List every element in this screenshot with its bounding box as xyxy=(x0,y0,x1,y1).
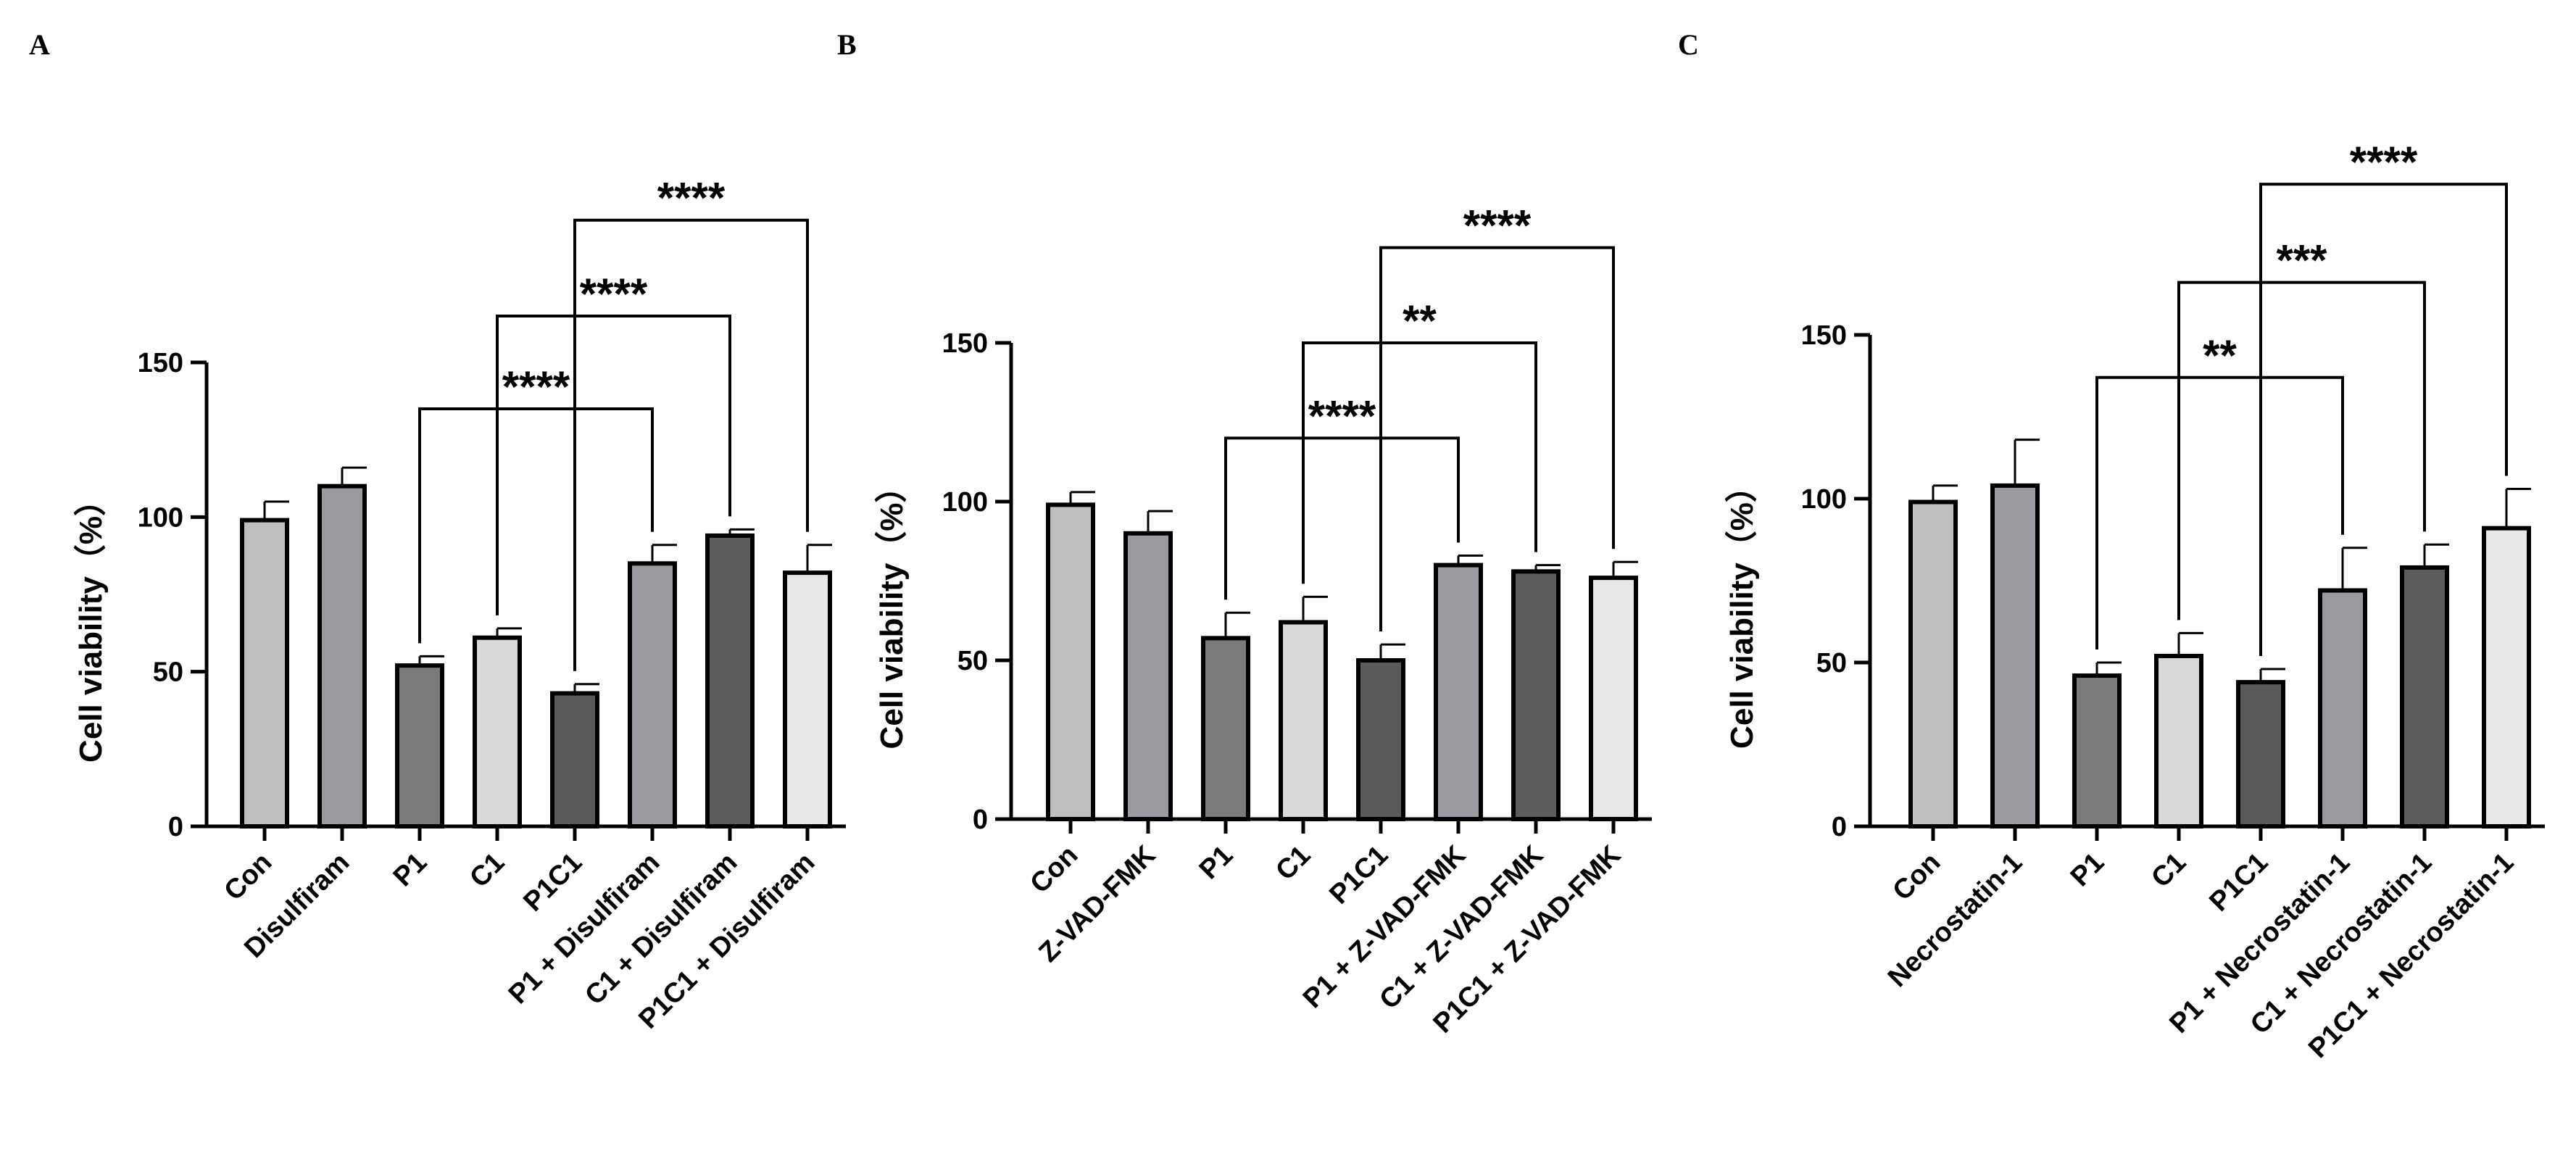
bar xyxy=(473,635,522,829)
bar xyxy=(628,561,677,829)
bar xyxy=(2154,653,2203,829)
category-label: C1 xyxy=(1270,840,1316,887)
bar xyxy=(240,518,289,829)
y-tick-label: 150 xyxy=(942,328,988,359)
bar xyxy=(1201,636,1250,822)
bar xyxy=(550,691,599,829)
bar xyxy=(705,533,755,829)
bar xyxy=(2400,565,2449,829)
y-tick-label: 100 xyxy=(1801,484,1847,515)
bar xyxy=(1046,502,1095,821)
significance-label: ** xyxy=(2203,331,2237,380)
bar xyxy=(395,663,444,829)
category-label: Con xyxy=(1887,847,1946,907)
y-tick-label: 50 xyxy=(153,657,183,688)
y-tick-label: 100 xyxy=(942,487,988,518)
bar xyxy=(1279,620,1328,821)
category-label: P1C1 xyxy=(518,847,588,918)
significance-label: **** xyxy=(502,362,570,411)
y-tick-label: 50 xyxy=(957,646,988,676)
bar xyxy=(1123,531,1173,821)
y-tick-label: 150 xyxy=(1801,320,1847,351)
significance-label: **** xyxy=(1308,391,1376,440)
bar xyxy=(2318,588,2367,829)
significance-bracket xyxy=(496,315,731,615)
significance-bracket xyxy=(1224,436,1460,600)
significance-bracket xyxy=(1302,341,1537,584)
bar xyxy=(2072,673,2122,829)
significance-bracket xyxy=(573,218,809,671)
bar xyxy=(1990,483,2040,829)
bar xyxy=(2482,526,2531,829)
significance-bracket xyxy=(2095,375,2344,649)
bar xyxy=(1356,658,1405,821)
y-tick-label: 0 xyxy=(168,812,183,842)
y-axis-title: Cell viability（%） xyxy=(73,484,109,763)
significance-label: **** xyxy=(1463,202,1532,250)
bar xyxy=(1908,499,1958,829)
y-tick-label: 150 xyxy=(138,348,183,378)
panel-letter: C xyxy=(1678,28,1699,61)
significance-label: **** xyxy=(657,174,726,223)
y-tick-label: 0 xyxy=(1832,812,1847,842)
category-label: P1 xyxy=(388,847,433,893)
significance-label: **** xyxy=(2350,138,2418,186)
bar xyxy=(783,570,832,829)
bar xyxy=(1511,569,1561,821)
y-axis-title: Cell viability（%） xyxy=(874,471,910,750)
significance-bracket xyxy=(2259,183,2508,657)
significance-bracket xyxy=(418,407,654,644)
category-label: Con xyxy=(218,847,278,907)
category-label: Con xyxy=(1024,840,1084,900)
category-label: P1 xyxy=(1194,840,1239,886)
y-tick-label: 100 xyxy=(138,502,183,533)
y-axis-title: Cell viability（%） xyxy=(1724,470,1760,749)
significance-bracket xyxy=(2177,281,2426,620)
category-label: P1 xyxy=(2065,847,2111,893)
category-label: C1 xyxy=(464,847,510,894)
y-tick-label: 50 xyxy=(1816,648,1847,678)
category-label: C1 xyxy=(2145,847,2192,894)
significance-label: **** xyxy=(580,270,648,318)
significance-label: ** xyxy=(1403,296,1437,345)
category-label: P1C1 xyxy=(2203,847,2274,918)
significance-label: *** xyxy=(2276,236,2327,285)
significance-bracket xyxy=(1379,246,1615,632)
panel-letter: A xyxy=(29,28,50,61)
y-tick-label: 0 xyxy=(973,805,988,835)
bar xyxy=(1589,576,1638,821)
bar xyxy=(2236,680,2285,829)
panel-letter: B xyxy=(837,28,857,61)
category-label: P1C1 xyxy=(1324,840,1394,910)
bar xyxy=(1434,562,1483,821)
bar xyxy=(317,483,367,829)
